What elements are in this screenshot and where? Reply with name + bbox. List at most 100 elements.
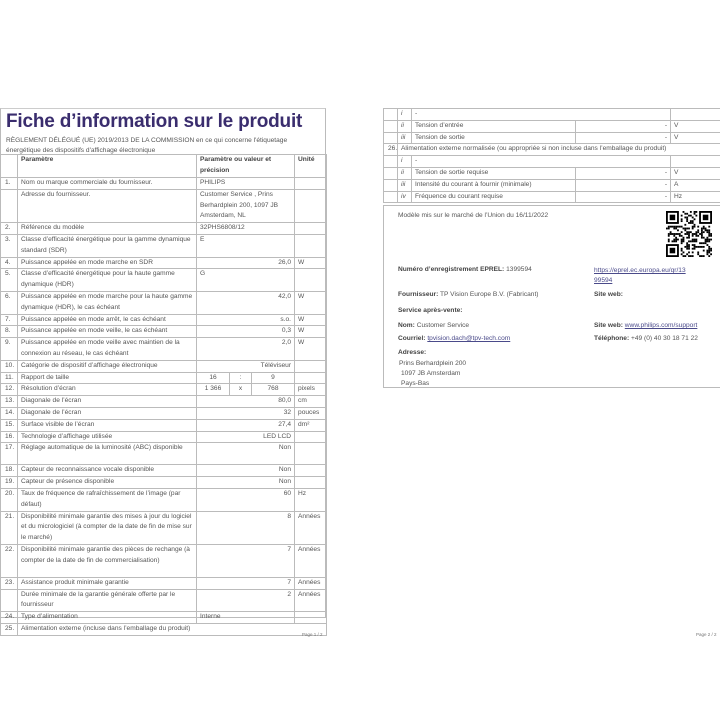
table-row: 13. Diagonale de l’écran 80,0 cm (0, 395, 328, 408)
row-unit: Années (294, 588, 328, 613)
regulation-subtitle: RÈGLEMENT DÉLÉGUÉ (UE) 2019/2013 DE LA C… (6, 137, 288, 154)
row-value: 8 (195, 510, 296, 546)
row-value: 2 (195, 588, 296, 613)
row-unit: V (670, 166, 720, 180)
row-number (383, 178, 398, 192)
eprel-number: 1399594 (506, 266, 532, 273)
row-value: s.o. (195, 313, 296, 327)
row-number (383, 131, 398, 145)
row-unit (294, 611, 328, 625)
row-number: 25. (0, 623, 18, 636)
row-number (383, 108, 398, 121)
row-param: Puissance appelée en mode veille avec ma… (17, 337, 197, 361)
table-row: iv Fréquence du courant requise - Hz (383, 190, 720, 204)
row-value: Non (195, 442, 296, 466)
eprel-label: Numéro d’enregistrement EPREL: (398, 266, 505, 273)
row-param: Capteur de reconnaissance vocale disponi… (17, 464, 197, 478)
row-number: 23. (0, 576, 18, 590)
table-row: 26. Alimentation externe normalisée (ou a… (383, 143, 720, 157)
support-link[interactable]: www.philips.com/support (624, 322, 698, 329)
row-unit: W (294, 313, 328, 327)
row-param: Assistance produit minimale garantie (17, 576, 197, 590)
row-value: 26,0 (195, 256, 296, 270)
address: Prins Berhardplein 200 1097 JB Amsterdam… (399, 360, 467, 387)
row-value: - (574, 178, 672, 192)
table-row: 8. Puissance appelée en mode veille, le c… (0, 325, 328, 339)
table-row: 9. Puissance appelée en mode veille avec … (0, 337, 328, 361)
eprel-link[interactable]: https://eprel.ec.europa.eu/qr/13 99594 (594, 267, 686, 284)
row-number: 9. (0, 337, 18, 361)
row-param: Classe d’efficacité énergétique pour la … (17, 268, 197, 292)
row-number: 11. (0, 371, 18, 385)
row-number: 5. (0, 268, 18, 292)
row-number: 6. (0, 290, 18, 315)
row-unit: Hz (670, 190, 720, 204)
row-unit (294, 430, 328, 444)
table-row: 21. Disponibilité minimale garantie des m… (0, 510, 328, 546)
row-number (383, 155, 398, 168)
row-value: 27,4 (195, 418, 296, 432)
row-value: Interne (195, 611, 296, 625)
row-param: Type d’alimentation (17, 611, 197, 625)
row-param: - (410, 108, 672, 121)
row-number: 1. (0, 177, 18, 190)
row-number: 14. (0, 406, 18, 420)
row-number: 17. (0, 442, 18, 466)
row-unit (294, 442, 328, 466)
qr-code-icon[interactable] (666, 211, 712, 257)
row-value: - (574, 166, 672, 180)
market-date: Modèle mis sur le marché de l’Union du 1… (398, 212, 549, 219)
row-unit: Années (294, 510, 328, 546)
row-param: Tension de sortie (411, 131, 576, 145)
table-row: Durée minimale de la garantie générale o… (0, 588, 328, 613)
row-unit: W (294, 256, 328, 270)
phone-value: +49 (0) 40 30 18 71 22 (631, 335, 698, 342)
row-value-part: : (229, 371, 252, 385)
row-value: 42,0 (195, 290, 296, 315)
row-value: LED LCD (195, 430, 296, 444)
row-value: 32 (195, 406, 296, 420)
row-unit (670, 155, 720, 168)
row-unit (294, 464, 328, 478)
table-row: 12. Résolution d’écran 1 366 x 768 pixels (0, 383, 328, 397)
address-label: Adresse: (398, 349, 427, 356)
page-1: Fiche d’information sur le produit RÈGLE… (0, 108, 328, 636)
table-row: i- (383, 108, 720, 121)
table-row: 10. Catégorie de dispositif d’affichage é… (0, 359, 328, 373)
table-row: 1. Nom ou marque commerciale du fournisse… (0, 177, 328, 190)
row-param: Classe d’efficacité énergétique pour la … (17, 233, 197, 258)
row-value: - (574, 190, 672, 204)
row-number: 15. (0, 418, 18, 432)
page-number-2: Page 2 / 2 (696, 632, 717, 637)
row-unit (294, 268, 328, 292)
row-value: 2,0 (195, 337, 296, 361)
row-roman: ii (397, 166, 412, 180)
row-value-part: 768 (250, 383, 296, 397)
row-unit: Années (294, 544, 328, 578)
table-row: 3. Classe d’efficacité énergétique pour l… (0, 233, 328, 258)
row-unit: W (294, 325, 328, 339)
email-link[interactable]: tpvision.dach@tpv-tech.com (427, 335, 511, 342)
table-row: 17. Réglage automatique de la luminosité … (0, 442, 328, 466)
header-value: Paramètre ou valeur et précision (195, 154, 296, 178)
table-row: 19. Capteur de présence disponible Non (0, 476, 328, 490)
row-param: Résolution d’écran (17, 383, 197, 397)
table-row: 24. Type d’alimentation Interne (0, 611, 328, 625)
row-param: Taux de fréquence de rafraîchissement de… (17, 488, 197, 512)
row-param: Alimentation externe (incluse dans l’emb… (16, 623, 328, 636)
row-number (383, 166, 398, 180)
page-title: Fiche d’information sur le produit (6, 111, 303, 132)
row-param: Diagonale de l’écran (17, 406, 197, 420)
header-param: Paramètre (17, 154, 197, 178)
row-unit (294, 188, 328, 224)
row-unit: pixels (294, 383, 328, 397)
row-param: Disponibilité minimale garantie des pièc… (17, 544, 197, 578)
row-value: 60 (195, 488, 296, 512)
row-value: PHILIPS (195, 177, 296, 190)
after-sales-label: Service après-vente: (398, 307, 463, 314)
row-unit (294, 371, 328, 385)
row-value: 7 (195, 544, 296, 578)
row-value: G (195, 268, 296, 292)
row-param: Référence du modèle (17, 222, 197, 235)
